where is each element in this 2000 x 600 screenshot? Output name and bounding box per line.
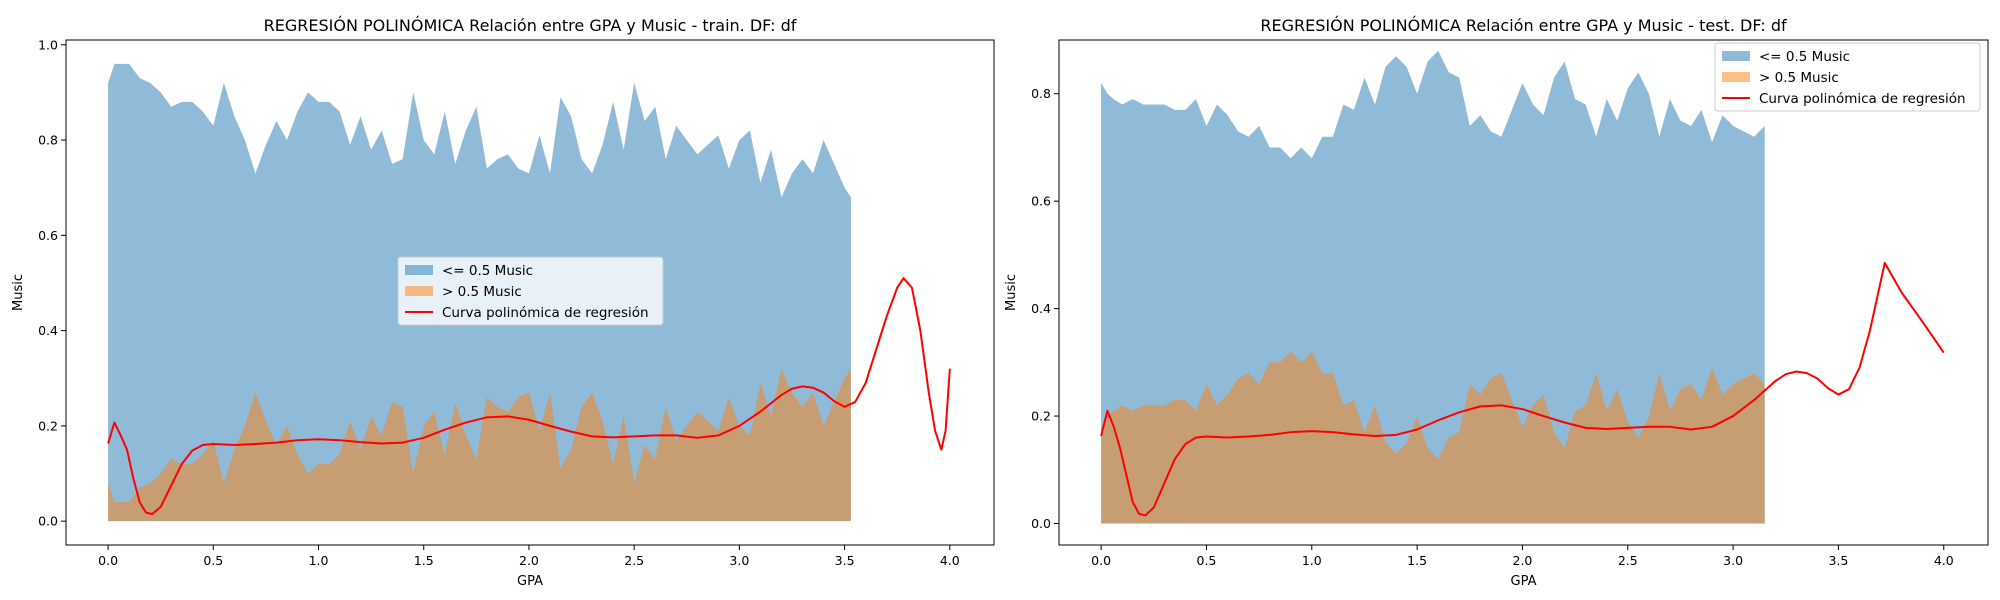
x-axis-label: GPA <box>517 574 543 589</box>
x-tick-label: 3.5 <box>1828 553 1848 568</box>
y-tick-label: 0.8 <box>38 133 58 148</box>
x-tick-label: 3.5 <box>835 553 855 568</box>
legend-entry: <= 0.5 Music <box>442 263 533 279</box>
legend: <= 0.5 Music > 0.5 Music Curva polinómica … <box>397 256 664 326</box>
y-axis-label: Music <box>11 274 26 311</box>
regression-curve <box>107 277 951 516</box>
y-tick-label: 0.0 <box>1031 516 1051 531</box>
legend-entry: > 0.5 Music <box>1759 70 1839 86</box>
y-tick-label: 1.0 <box>38 37 58 52</box>
area-series-2 <box>108 368 851 522</box>
x-tick-label: 3.0 <box>1723 553 1743 568</box>
y-tick-label: 0.0 <box>38 514 58 529</box>
x-tick-label: 2.5 <box>624 553 644 568</box>
regression-curve <box>1100 261 1945 517</box>
x-tick-label: 3.0 <box>729 553 749 568</box>
chart-1: REGRESIÓN POLINÓMICA Relación entre GPA … <box>11 16 995 589</box>
x-tick-label: 0.0 <box>98 553 118 568</box>
x-tick-label: 0.5 <box>203 553 223 568</box>
x-tick-label: 1.5 <box>414 553 434 568</box>
y-tick-label: 0.2 <box>1031 409 1051 424</box>
x-tick-label: 2.0 <box>519 553 539 568</box>
legend-entry: Curva polinómica de regresión <box>1759 91 1966 107</box>
x-tick-label: 0.5 <box>1197 553 1217 568</box>
legend-box <box>1714 42 1981 112</box>
x-tick-label: 4.0 <box>1934 553 1954 568</box>
y-tick-label: 0.2 <box>38 418 58 433</box>
chart-title: REGRESIÓN POLINÓMICA Relación entre GPA … <box>1260 16 1787 35</box>
x-tick-label: 2.5 <box>1618 553 1638 568</box>
y-axis-label: Music <box>1004 274 1019 311</box>
legend-entry: Curva polinómica de regresión <box>442 305 649 321</box>
y-tick-label: 0.8 <box>1031 86 1051 101</box>
chart-2: REGRESIÓN POLINÓMICA Relación entre GPA … <box>1004 16 1989 589</box>
x-axis-label: GPA <box>1511 574 1537 589</box>
legend-swatch <box>1722 51 1750 61</box>
legend-swatch <box>405 286 433 296</box>
legend-swatch <box>405 265 433 275</box>
area-series-2 <box>1101 351 1765 524</box>
x-tick-label: 0.0 <box>1091 553 1111 568</box>
legend-box <box>397 256 664 326</box>
legend: <= 0.5 Music > 0.5 Music Curva polinómica … <box>1714 42 1981 112</box>
x-tick-label: 4.0 <box>940 553 960 568</box>
x-tick-label: 1.0 <box>309 553 329 568</box>
x-tick-label: 2.0 <box>1513 553 1533 568</box>
y-tick-label: 0.6 <box>1031 194 1051 209</box>
chart-title: REGRESIÓN POLINÓMICA Relación entre GPA … <box>264 16 797 35</box>
plot-frame <box>1058 39 1989 546</box>
y-tick-label: 0.4 <box>38 323 58 338</box>
y-tick-label: 0.6 <box>38 228 58 243</box>
plot-frame <box>65 39 995 546</box>
legend-entry: <= 0.5 Music <box>1759 49 1850 65</box>
y-tick-label: 0.4 <box>1031 301 1051 316</box>
x-tick-label: 1.5 <box>1407 553 1427 568</box>
x-tick-label: 1.0 <box>1302 553 1322 568</box>
legend-swatch <box>1722 72 1750 82</box>
legend-entry: > 0.5 Music <box>442 284 522 300</box>
